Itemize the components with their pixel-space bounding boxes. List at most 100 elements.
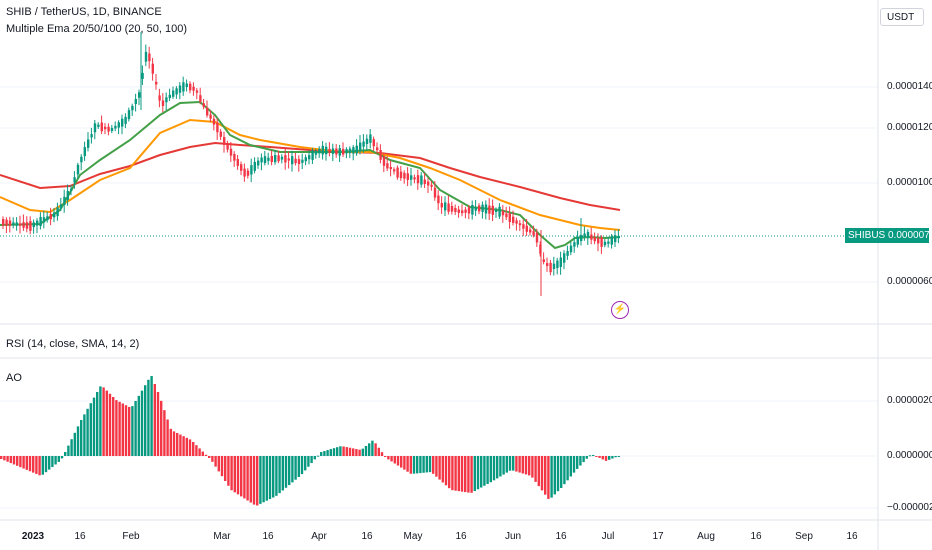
lightning-icon[interactable]: ⚡ [611,301,629,319]
ao-bar [502,456,505,475]
candle-body [287,158,290,161]
ao-bar [9,456,12,464]
ao-bar [486,456,489,484]
candle-body [399,171,403,179]
currency-unit-button[interactable]: USDT [880,8,924,26]
ema-indicator-label[interactable]: Multiple Ema 20/50/100 (20, 50, 100) [6,23,188,35]
ao-bar [496,456,499,479]
candle-body [90,134,93,138]
ao-bar [281,456,284,491]
ao-bar [92,397,96,456]
candle-body [141,72,144,79]
candle-body [195,90,199,93]
ao-bar [524,456,528,475]
candle-body [607,241,610,244]
ao-bar [537,456,540,487]
candle-body [590,234,593,240]
candle-body [365,138,369,145]
price-tick: 0.00000600 [887,276,932,287]
rsi-indicator-label[interactable]: RSI (14, close, SMA, 14, 2) [6,338,140,350]
time-label: 16 [555,531,567,542]
ao-bar [345,447,348,456]
candle-body [46,216,49,221]
candle-body [522,224,525,229]
ao-bar [54,456,57,465]
ema100-line [0,141,621,211]
ao-histogram [0,376,620,506]
ao-bar [348,447,352,456]
candle-body [576,236,579,245]
candle-body [97,124,100,127]
ao-bar [588,455,592,457]
candle-body [274,154,277,163]
ao-bar [240,456,243,497]
candle-body [253,161,256,171]
candle-body [529,229,532,233]
ao-bar [422,456,425,473]
ao-bar [393,456,396,464]
candle-body [148,53,151,62]
candle-body [124,116,127,124]
candle-body [389,167,392,170]
candle-body [243,168,246,177]
time-label: Aug [697,531,715,542]
time-label: 17 [652,531,664,542]
candle-body [328,148,331,153]
ao-bar [428,456,432,473]
ao-bar [179,434,182,456]
ao-bar [339,446,342,456]
candle-body [352,147,355,154]
candle-body [2,219,5,226]
candle-body [83,147,86,157]
candle-body [144,51,148,62]
candle-body [474,207,477,211]
ao-bar [400,456,403,468]
candle-body [382,156,386,166]
ao-bar [99,386,102,456]
ao-bar [592,454,595,456]
ao-bar [480,456,483,488]
ao-bar [464,456,467,493]
candle-body [525,225,528,232]
ema50-line [0,118,621,231]
ao-bar [230,456,233,491]
ao-bar [489,456,492,483]
candle-body [178,85,182,93]
ao-bar [457,456,460,492]
candle-body [216,122,219,133]
candle-body [437,195,440,204]
candle-body [22,222,25,228]
ao-bar [291,456,294,483]
ao-bar [448,456,451,489]
ao-bar [246,456,249,501]
ao-bar [108,393,112,456]
ao-bar [137,395,140,456]
candle-body [345,149,348,154]
candle-body [532,231,535,236]
ao-bar [198,448,201,456]
ao-bar [204,454,208,456]
candle-body [236,158,239,166]
ao-bar [582,456,585,463]
candle-body [168,94,171,99]
time-label: 16 [455,531,467,542]
ao-bar [569,456,572,477]
candle-body [600,237,603,247]
ao-bar [272,456,275,498]
candle-body [182,82,185,92]
ao-bar [233,456,236,493]
candle-body [406,173,409,180]
ao-bar [316,455,320,457]
ao-bar [105,390,108,456]
candle-body [250,165,253,175]
candle-body [593,237,596,242]
ao-bar [326,450,329,456]
candle-body [484,204,488,214]
ao-bar [300,456,304,475]
candle-body [427,181,430,186]
ao-indicator-label[interactable]: AO [6,372,22,384]
candle-body [127,110,131,120]
candle-body [121,118,124,127]
symbol-title[interactable]: SHIB / TetherUS, 1D, BINANCE [6,6,162,18]
